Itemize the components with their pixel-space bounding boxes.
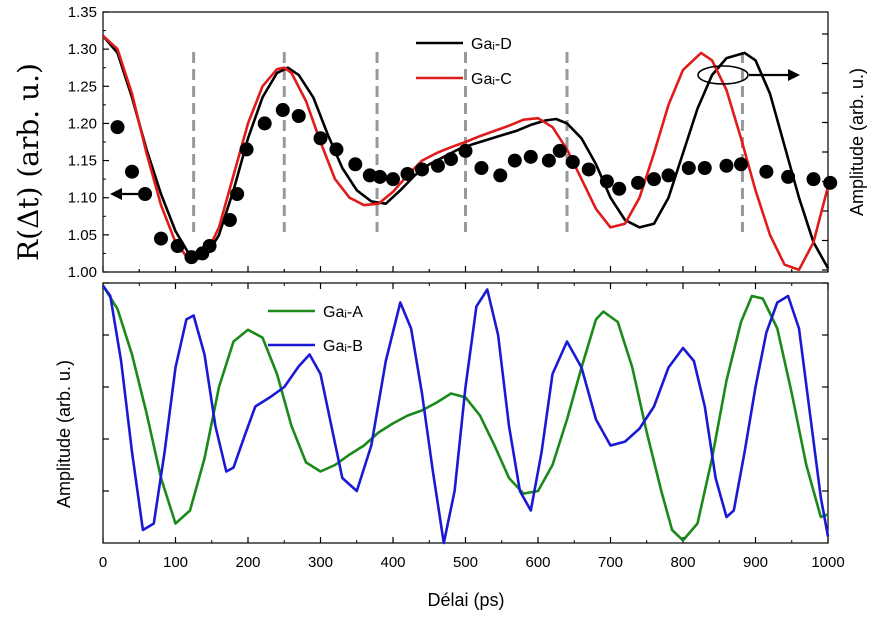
data-point [523, 149, 538, 164]
right-arrow-icon [788, 69, 800, 81]
top-ticks [102, 11, 829, 273]
x-tick-label: 700 [598, 554, 623, 571]
legend-top: Gaᵢ-D Gaᵢ-C [416, 36, 512, 88]
data-point [631, 175, 646, 190]
data-point [125, 164, 139, 179]
x-tick-label: 600 [525, 554, 550, 571]
series-line-ga-a [101, 284, 829, 542]
data-point [681, 161, 696, 175]
top-ytick-label: 1.25 [68, 78, 97, 95]
data-point [719, 158, 734, 173]
top-dots [110, 103, 838, 265]
data-point [474, 161, 489, 175]
data-point [759, 164, 774, 179]
x-tick-label: 1000 [811, 554, 844, 571]
top-ytick-label: 1.35 [68, 4, 97, 21]
data-point [138, 187, 153, 201]
data-point [329, 142, 344, 157]
data-point [507, 153, 522, 168]
data-point [170, 239, 185, 253]
data-point [372, 169, 387, 184]
data-point [734, 157, 748, 172]
data-point [202, 239, 217, 253]
x-tick-label: 300 [308, 554, 333, 571]
series-line-ga-c [102, 34, 830, 272]
legend-label-ga-b: Gaᵢ-B [323, 338, 363, 355]
x-tick-label: 500 [453, 554, 478, 571]
top-y-axis-label: R(Δt) (arb. u.) [12, 63, 45, 261]
top-ytick-label: 1.20 [68, 115, 97, 132]
data-point [493, 168, 508, 183]
data-point [697, 161, 712, 175]
bottom-panel: 0 100 200 300 400 500 600 700 800 900 1000 Amplitu… [54, 282, 845, 610]
top-ytick-label: 1.30 [68, 41, 97, 58]
data-point [552, 143, 567, 158]
bottom-ticks [102, 282, 829, 543]
x-tick-label: 200 [235, 554, 260, 571]
left-axis-annotation [110, 188, 138, 200]
data-point [386, 172, 400, 187]
x-tick-label: 400 [380, 554, 405, 571]
left-arrow-icon [110, 188, 122, 200]
data-point [275, 103, 290, 118]
top-ytick-label: 1.10 [68, 190, 97, 207]
top-panel: 1.00 1.05 1.10 1.15 1.20 1.25 1.30 1.35 R(Δt) (… [12, 4, 867, 281]
series-line-ga-b [101, 284, 830, 545]
x-tick-label: 100 [163, 554, 188, 571]
data-point [612, 181, 627, 196]
data-point [599, 174, 614, 189]
bottom-x-tick-labels: 0 100 200 300 400 500 600 700 800 900 1000 [99, 554, 845, 571]
data-point [110, 120, 125, 135]
legend-label-ga-d: Gaᵢ-D [471, 36, 512, 53]
data-point [661, 168, 676, 183]
data-point [230, 187, 245, 201]
top-y-tick-labels: 1.00 1.05 1.10 1.15 1.20 1.25 1.30 1.35 [68, 4, 97, 281]
x-axis-label: Délai (ps) [427, 590, 504, 610]
data-point [222, 213, 237, 227]
data-point [313, 131, 328, 146]
top-ytick-label: 1.05 [68, 227, 97, 244]
data-point [348, 157, 363, 172]
x-tick-label: 900 [743, 554, 768, 571]
bottom-y-axis-label: Amplitude (arb. u.) [54, 360, 74, 508]
top-ytick-label: 1.15 [68, 153, 97, 170]
data-point [430, 158, 445, 173]
data-point [647, 172, 661, 187]
data-point [541, 153, 556, 168]
top-ytick-label: 1.00 [68, 264, 97, 281]
data-point [239, 142, 254, 157]
data-point [184, 250, 199, 265]
data-point [458, 143, 473, 158]
data-point [415, 162, 429, 177]
data-point [565, 155, 580, 170]
x-tick-label: 0 [99, 554, 107, 571]
data-point [154, 231, 168, 246]
legend-bottom: Gaᵢ-A Gaᵢ-B [268, 304, 363, 355]
bottom-lines [101, 284, 830, 545]
legend-label-ga-c: Gaᵢ-C [471, 71, 512, 88]
right-axis-annotation [697, 65, 800, 85]
data-point [444, 152, 458, 167]
data-point [291, 109, 306, 123]
top-right-axis-label: Amplitude (arb. u.) [847, 68, 867, 216]
legend-label-ga-a: Gaᵢ-A [323, 304, 363, 321]
annotation-ellipse [697, 65, 749, 85]
x-tick-label: 800 [670, 554, 695, 571]
data-point [257, 116, 272, 131]
data-point [781, 169, 796, 184]
data-point [400, 166, 415, 181]
data-point [806, 172, 821, 187]
top-right-ticks [822, 33, 828, 271]
data-point [581, 162, 596, 177]
data-point [823, 175, 838, 190]
